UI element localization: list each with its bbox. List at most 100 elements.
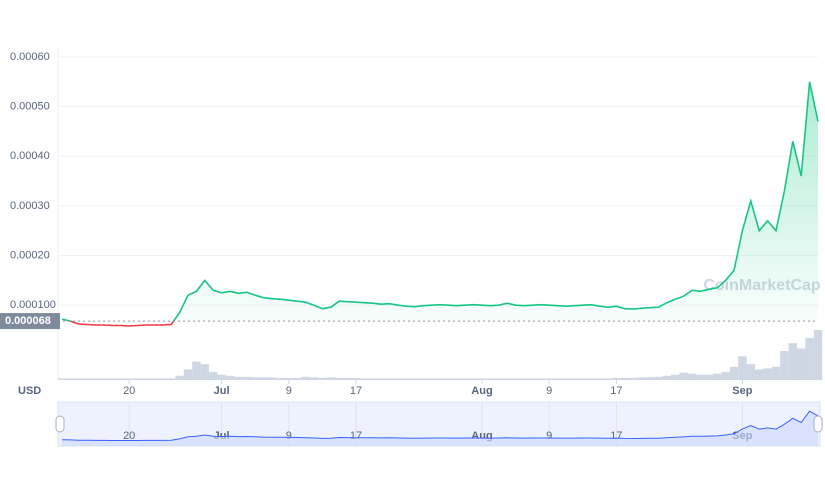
volume-bar: [192, 361, 201, 380]
volume-bar: [704, 374, 713, 380]
volume-bar: [645, 377, 655, 380]
volume-bar: [511, 378, 520, 380]
volume-bar: [83, 378, 92, 380]
volume-bar: [217, 374, 226, 380]
volume-bar: [125, 378, 134, 380]
volume-bar: [578, 378, 587, 380]
price-area: [62, 81, 818, 322]
volume-bar: [343, 377, 352, 380]
volume-bar: [141, 378, 151, 380]
volume-bar: [242, 376, 251, 380]
volume-bar: [284, 377, 293, 380]
volume-bar: [326, 377, 335, 380]
volume-bar: [536, 378, 545, 380]
x-tick-label: 9: [546, 385, 552, 397]
volume-bar: [377, 378, 386, 380]
nav-tick-label: 20: [123, 430, 135, 442]
currency-label: USD: [18, 385, 41, 397]
volume-bar: [528, 378, 537, 380]
nav-line: [61, 410, 819, 441]
volume-bar: [729, 366, 739, 380]
volume-bar: [91, 378, 100, 380]
reference-box: [0, 313, 60, 330]
nav-handle[interactable]: [813, 415, 823, 433]
nav-tick-label: 9: [546, 430, 552, 442]
nav-area: [62, 411, 818, 446]
x-tick-label: Jul: [214, 385, 230, 397]
volume-bar: [116, 378, 125, 380]
volume-bar: [813, 330, 823, 380]
volume-bar: [553, 378, 562, 380]
volume-bar: [461, 378, 470, 380]
volume-bar: [595, 378, 604, 380]
volume-bar: [780, 351, 789, 380]
volume-bar: [755, 369, 764, 380]
nav-tick-label: 9: [286, 430, 292, 442]
volume-bar: [335, 377, 344, 380]
volume-bar: [150, 378, 159, 380]
volume-bar: [133, 378, 142, 380]
volume-bar: [351, 377, 361, 380]
y-tick-label: 0.00040: [10, 150, 50, 162]
x-tick-label: Sep: [732, 385, 752, 397]
volume-bar: [167, 378, 176, 380]
volume-bar: [66, 378, 75, 380]
volume-bar: [444, 378, 453, 380]
volume-bar: [108, 378, 117, 380]
volume-bar: [427, 378, 436, 380]
volume-bar: [477, 378, 487, 380]
volume-bar: [276, 377, 285, 380]
volume-bar: [738, 356, 747, 380]
y-tick-label: 0.000100: [10, 299, 56, 311]
x-tick-label: 17: [610, 385, 622, 397]
volume-bar: [360, 378, 369, 380]
volume-bar: [251, 377, 260, 380]
reference-label: 0.000068: [5, 315, 51, 327]
volume-bar: [267, 377, 277, 380]
volume-bar: [587, 378, 596, 380]
volume-bar: [301, 376, 310, 380]
volume-bar: [225, 375, 235, 380]
volume-bar: [637, 377, 646, 380]
x-tick-label: Aug: [471, 385, 492, 397]
volume-bar: [234, 376, 243, 380]
volume-bar: [696, 374, 705, 380]
volume-bar: [200, 364, 209, 380]
nav-handle[interactable]: [55, 415, 65, 433]
volume-bar: [545, 378, 554, 380]
volume-bar: [486, 378, 495, 380]
volume-bar: [309, 377, 319, 380]
volume-bar: [620, 377, 629, 380]
y-tick-label: 0.00030: [10, 200, 50, 212]
price-line: [61, 81, 819, 322]
volume-bar: [99, 378, 109, 380]
volume-bar: [629, 377, 638, 380]
volume-bar: [788, 343, 797, 380]
volume-bar: [293, 377, 302, 380]
x-tick-label: 9: [286, 385, 292, 397]
volume-bar: [393, 378, 403, 380]
x-tick-label: 17: [350, 385, 362, 397]
volume-bar: [662, 375, 671, 380]
y-tick-label: 0.00050: [10, 100, 50, 112]
x-tick-label: 20: [123, 385, 135, 397]
volume-bar: [763, 368, 772, 380]
volume-bar: [771, 366, 781, 380]
y-tick-label: 0.00060: [10, 51, 50, 63]
y-tick-label: 0.00020: [10, 249, 50, 261]
volume-bar: [385, 378, 394, 380]
volume-bar: [183, 369, 193, 380]
volume-bar: [175, 375, 184, 380]
volume-bar: [209, 372, 218, 380]
volume-bar: [797, 348, 806, 380]
volume-bar: [721, 372, 730, 380]
volume-bar: [318, 377, 327, 380]
volume-bar: [57, 378, 67, 380]
volume-bar: [435, 378, 445, 380]
volume-bar: [671, 374, 680, 380]
volume-bar: [402, 378, 411, 380]
volume-bar: [570, 378, 579, 380]
volume-bar: [603, 378, 613, 380]
volume-bar: [469, 378, 478, 380]
